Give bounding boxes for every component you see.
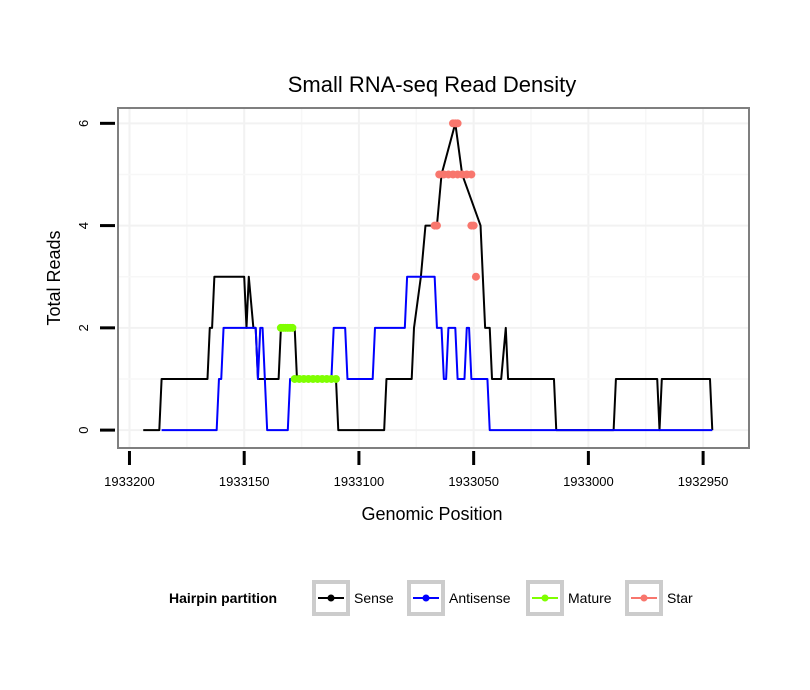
legend-item-mature: Mature bbox=[526, 580, 612, 616]
legend-item-star: Star bbox=[625, 580, 693, 616]
x-tick-label: 1932950 bbox=[678, 474, 729, 489]
legend-item-antisense: Antisense bbox=[407, 580, 511, 616]
star-point bbox=[471, 272, 480, 281]
legend-label: Mature bbox=[568, 590, 612, 606]
series-mature bbox=[276, 323, 340, 383]
chart-title: Small RNA-seq Read Density bbox=[288, 72, 577, 97]
y-tick-label: 4 bbox=[76, 222, 91, 229]
star-point bbox=[469, 221, 478, 230]
y-axis-title: Total Reads bbox=[44, 230, 64, 325]
series-antisense bbox=[161, 275, 713, 432]
star-point bbox=[432, 221, 441, 230]
y-tick-label: 0 bbox=[76, 426, 91, 433]
legend-title: Hairpin partition bbox=[169, 590, 277, 606]
series-star bbox=[430, 119, 480, 281]
legend-label: Sense bbox=[354, 590, 394, 606]
plot-panel bbox=[117, 107, 750, 449]
mature-point bbox=[288, 323, 297, 332]
x-axis-title: Genomic Position bbox=[361, 504, 502, 524]
legend-label: Antisense bbox=[449, 590, 511, 606]
x-tick-label: 1933050 bbox=[448, 474, 499, 489]
x-tick-label: 1933100 bbox=[334, 474, 385, 489]
axes: 1933200 1933150 1933100 1933050 1933000 19329… bbox=[76, 120, 728, 489]
legend-key-point bbox=[541, 594, 549, 602]
mature-point bbox=[331, 374, 340, 383]
x-tick-label: 1933000 bbox=[563, 474, 614, 489]
x-tick-label: 1933200 bbox=[104, 474, 155, 489]
y-tick-label: 6 bbox=[76, 120, 91, 127]
legend-key-point bbox=[640, 594, 648, 602]
antisense-line bbox=[161, 275, 713, 432]
legend-key-point bbox=[422, 594, 430, 602]
legend-item-sense: Sense bbox=[312, 580, 394, 616]
legend-label: Star bbox=[667, 590, 693, 606]
y-tick-label: 2 bbox=[76, 324, 91, 331]
star-point bbox=[453, 119, 462, 128]
series-layer bbox=[143, 119, 714, 432]
legend-key-point bbox=[327, 594, 335, 602]
star-point bbox=[467, 170, 476, 179]
legend: Hairpin partition Sense Antisense Mature St… bbox=[169, 580, 693, 616]
x-tick-label: 1933150 bbox=[219, 474, 270, 489]
